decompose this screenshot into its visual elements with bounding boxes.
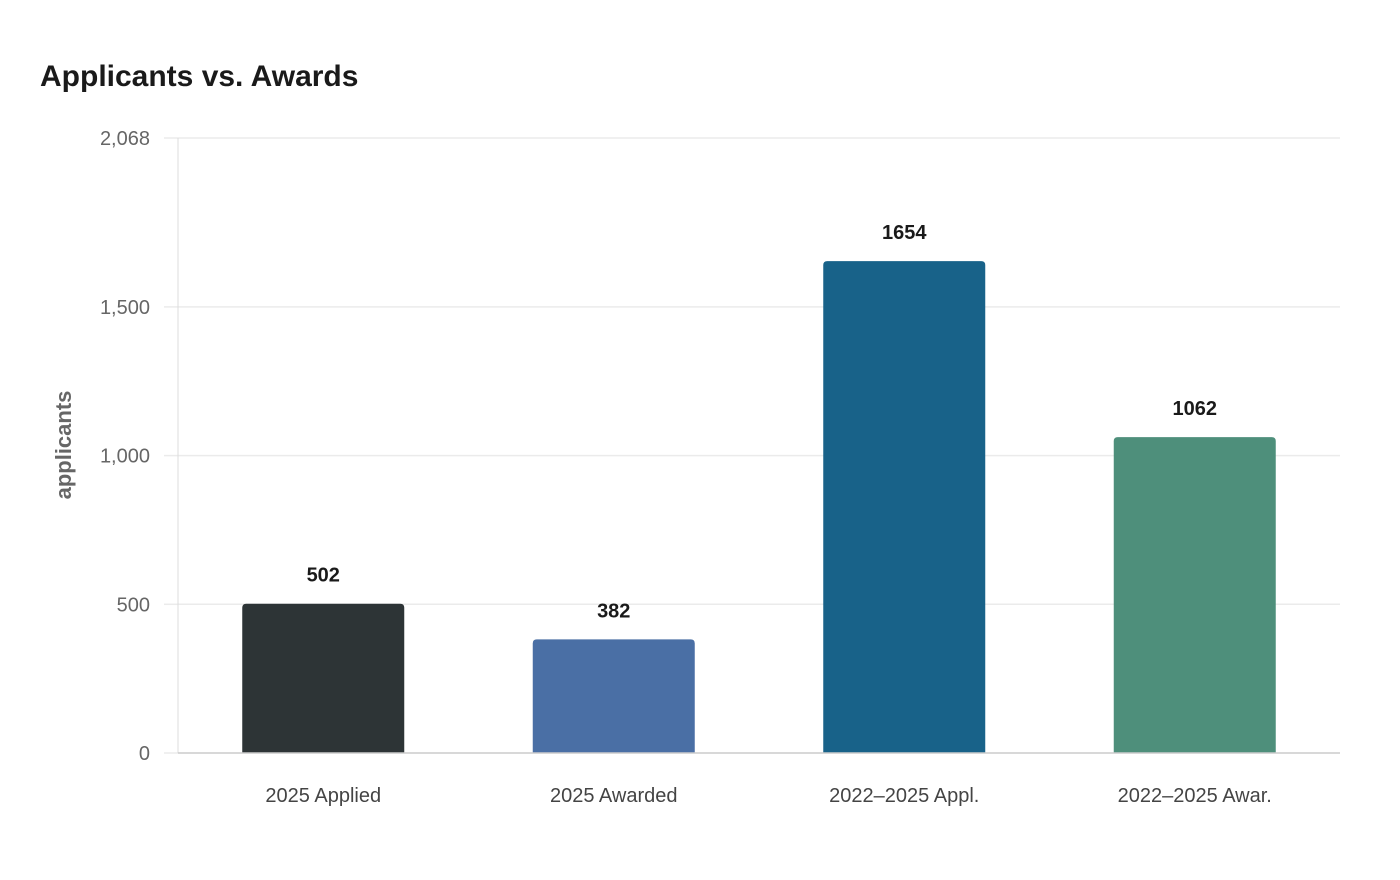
y-tick-label: 500 — [117, 594, 150, 616]
data-label: 1654 — [882, 222, 927, 244]
bar — [1113, 437, 1276, 753]
x-tick-label: 2025 Applied — [265, 785, 381, 807]
y-tick-label: 1,500 — [100, 297, 150, 319]
x-tick-label: 2022–2025 Awar. — [1118, 785, 1272, 807]
y-axis-label: applicants — [51, 391, 76, 500]
x-tick-label: 2022–2025 Appl. — [829, 785, 979, 807]
data-label: 382 — [597, 600, 630, 622]
y-tick-label: 0 — [139, 743, 150, 765]
bar — [823, 261, 986, 753]
data-label: 1062 — [1173, 398, 1218, 420]
chart-title: Applicants vs. Awards — [40, 60, 359, 93]
data-label: 502 — [307, 565, 340, 587]
bar — [242, 603, 405, 753]
y-tick-label: 1,000 — [100, 446, 150, 468]
bar — [532, 639, 695, 753]
x-tick-label: 2025 Awarded — [550, 785, 678, 807]
y-tick-label: 2,068 — [100, 128, 150, 150]
